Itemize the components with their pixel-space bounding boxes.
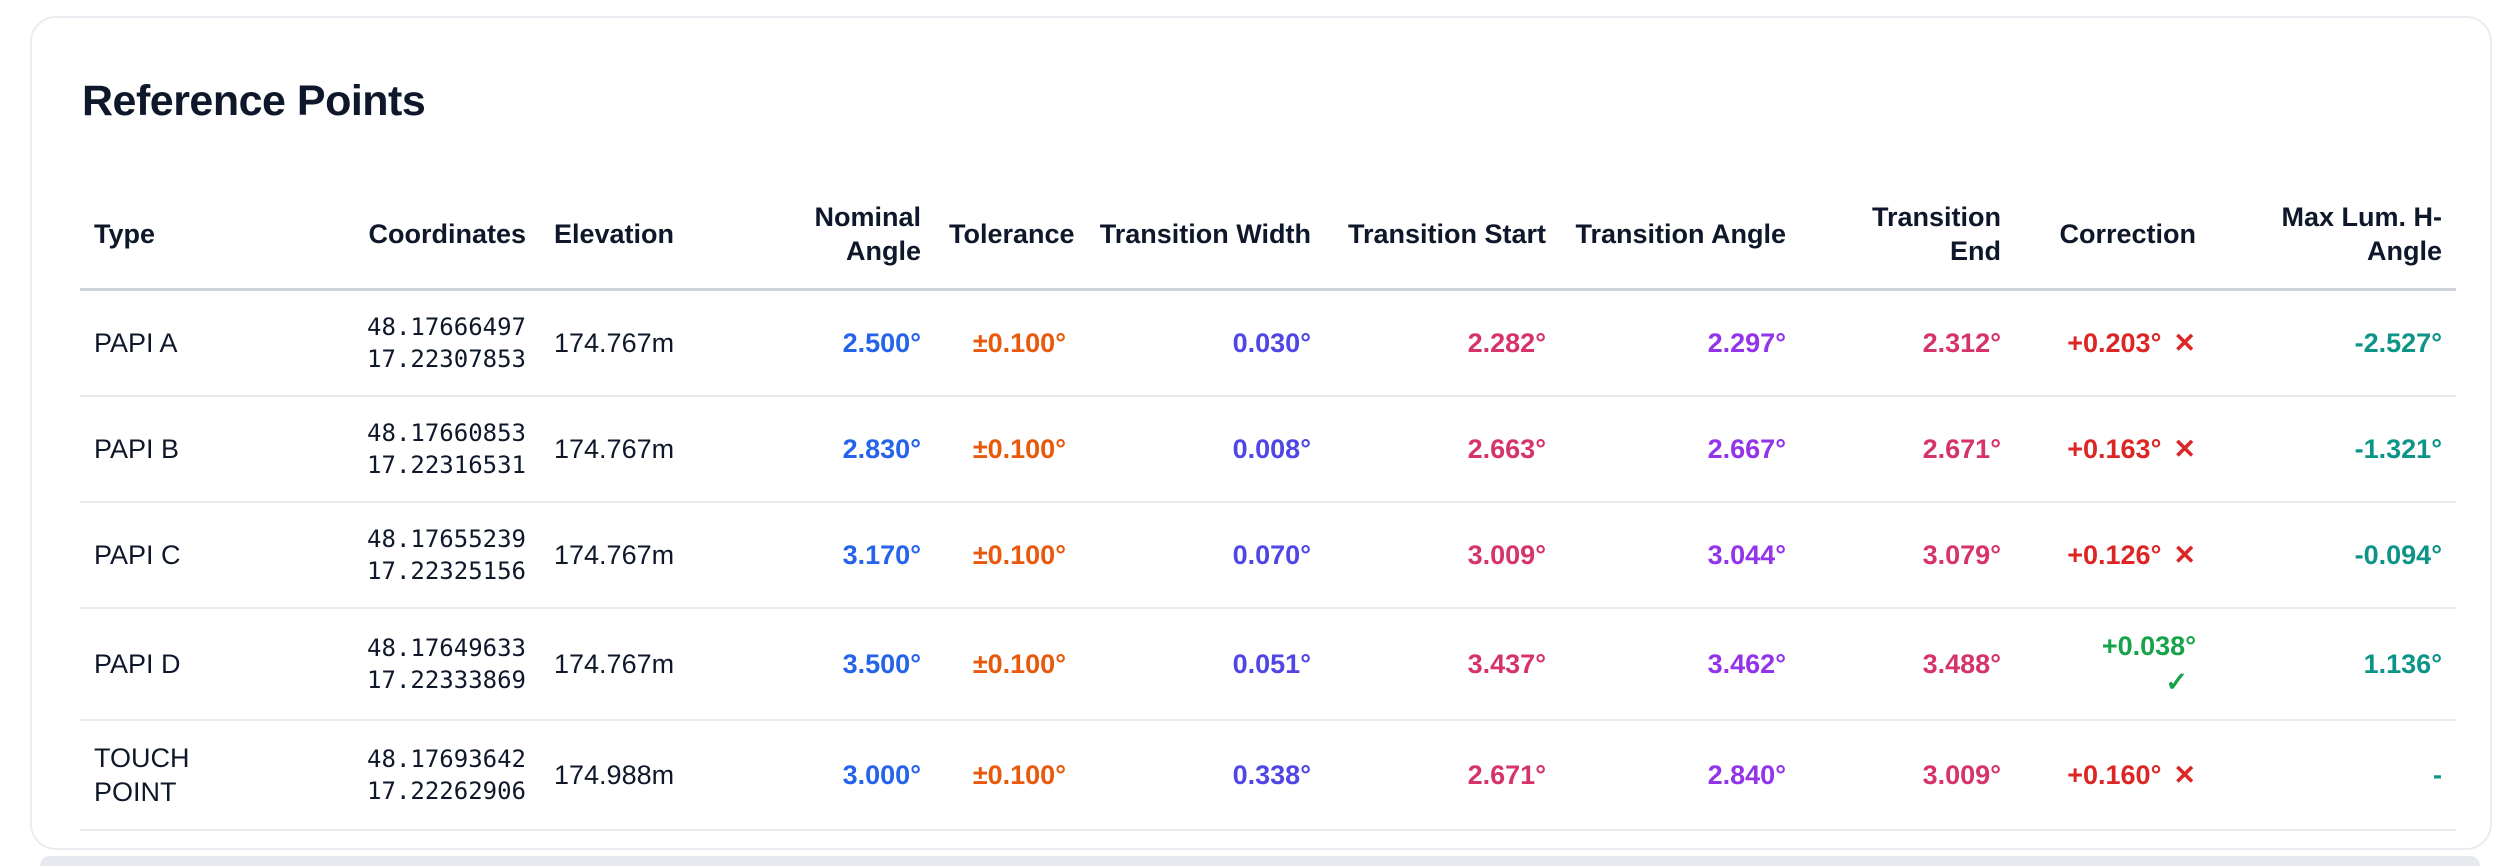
column-header-transition_width: Transition Width	[1080, 160, 1325, 290]
coordinate-line: 48.17693642	[254, 743, 526, 775]
column-header-correction: Correction	[2015, 160, 2210, 290]
cell-transition_end: 2.671°	[1800, 396, 2015, 502]
column-header-nominal_angle: Nominal Angle	[735, 160, 935, 290]
cell-type: PAPI C	[80, 502, 240, 608]
cell-transition_angle: 3.462°	[1560, 608, 1800, 720]
column-header-type: Type	[80, 160, 240, 290]
cell-elevation: 174.767m	[540, 396, 735, 502]
cell-nominal_angle: 3.000°	[735, 720, 935, 830]
cell-tolerance: ±0.100°	[935, 720, 1080, 830]
cell-transition_angle: 2.297°	[1560, 290, 1800, 397]
cell-max_lum_h_angle: -0.094°	[2210, 502, 2456, 608]
cross-icon: ✕	[2173, 760, 2196, 790]
column-header-transition_angle: Transition Angle	[1560, 160, 1800, 290]
cell-tolerance: ±0.100°	[935, 396, 1080, 502]
cell-nominal_angle: 2.830°	[735, 396, 935, 502]
cell-nominal_angle: 3.500°	[735, 608, 935, 720]
cell-correction: +0.203° ✕	[2015, 290, 2210, 397]
cross-icon: ✕	[2173, 328, 2196, 358]
cell-correction: +0.038° ✓	[2015, 608, 2210, 720]
cell-max_lum_h_angle: -	[2210, 720, 2456, 830]
correction-value: +0.126°	[2067, 540, 2161, 570]
cell-elevation: 174.767m	[540, 502, 735, 608]
cell-transition_angle: 3.044°	[1560, 502, 1800, 608]
cell-type: PAPI D	[80, 608, 240, 720]
column-header-elevation: Elevation	[540, 160, 735, 290]
cell-elevation: 174.767m	[540, 608, 735, 720]
cell-transition_end: 2.312°	[1800, 290, 2015, 397]
coordinate-line: 17.22333869	[254, 664, 526, 696]
cell-correction: +0.160° ✕	[2015, 720, 2210, 830]
cell-elevation: 174.767m	[540, 290, 735, 397]
correction-value: +0.038°	[2102, 631, 2196, 661]
cell-type: PAPI A	[80, 290, 240, 397]
cell-transition_end: 3.488°	[1800, 608, 2015, 720]
cell-type: PAPI B	[80, 396, 240, 502]
cell-transition_angle: 2.667°	[1560, 396, 1800, 502]
cell-elevation: 174.988m	[540, 720, 735, 830]
cell-correction: +0.163° ✕	[2015, 396, 2210, 502]
coordinate-line: 48.17655239	[254, 523, 526, 555]
cell-transition_width: 0.070°	[1080, 502, 1325, 608]
cell-nominal_angle: 3.170°	[735, 502, 935, 608]
cell-type: TOUCH POINT	[80, 720, 240, 830]
coordinate-line: 17.22262906	[254, 775, 526, 807]
cell-transition_width: 0.338°	[1080, 720, 1325, 830]
coordinate-line: 17.22307853	[254, 343, 526, 375]
correction-value: +0.163°	[2067, 434, 2161, 464]
check-icon: ✓	[2029, 665, 2196, 699]
cell-transition_end: 3.009°	[1800, 720, 2015, 830]
correction-value: +0.203°	[2067, 328, 2161, 358]
page-title: Reference Points	[82, 76, 2448, 126]
column-header-transition_end: Transition End	[1800, 160, 2015, 290]
cell-transition_angle: 2.840°	[1560, 720, 1800, 830]
cell-transition_width: 0.030°	[1080, 290, 1325, 397]
coordinate-line: 17.22325156	[254, 555, 526, 587]
cell-max_lum_h_angle: -2.527°	[2210, 290, 2456, 397]
cell-transition_start: 2.282°	[1325, 290, 1560, 397]
coordinate-line: 17.22316531	[254, 449, 526, 481]
cell-transition_width: 0.008°	[1080, 396, 1325, 502]
cross-icon: ✕	[2173, 540, 2196, 570]
coordinate-line: 48.17649633	[254, 632, 526, 664]
column-header-max_lum_h_angle: Max Lum. H-Angle	[2210, 160, 2456, 290]
cell-tolerance: ±0.100°	[935, 502, 1080, 608]
cell-nominal_angle: 2.500°	[735, 290, 935, 397]
cell-max_lum_h_angle: -1.321°	[2210, 396, 2456, 502]
cell-transition_width: 0.051°	[1080, 608, 1325, 720]
cross-icon: ✕	[2173, 434, 2196, 464]
cell-transition_end: 3.079°	[1800, 502, 2015, 608]
cell-transition_start: 3.437°	[1325, 608, 1560, 720]
cell-max_lum_h_angle: 1.136°	[2210, 608, 2456, 720]
column-header-tolerance: Tolerance	[935, 160, 1080, 290]
cell-tolerance: ±0.100°	[935, 608, 1080, 720]
cell-transition_start: 2.663°	[1325, 396, 1560, 502]
column-header-coordinates: Coordinates	[240, 160, 540, 290]
cell-correction: +0.126° ✕	[2015, 502, 2210, 608]
cell-tolerance: ±0.100°	[935, 290, 1080, 397]
correction-value: +0.160°	[2067, 760, 2161, 790]
next-card-top-edge	[40, 856, 2480, 866]
coordinate-line: 48.17666497	[254, 311, 526, 343]
cell-transition_start: 2.671°	[1325, 720, 1560, 830]
cell-transition_start: 3.009°	[1325, 502, 1560, 608]
coordinate-line: 48.17660853	[254, 417, 526, 449]
column-header-transition_start: Transition Start	[1325, 160, 1560, 290]
